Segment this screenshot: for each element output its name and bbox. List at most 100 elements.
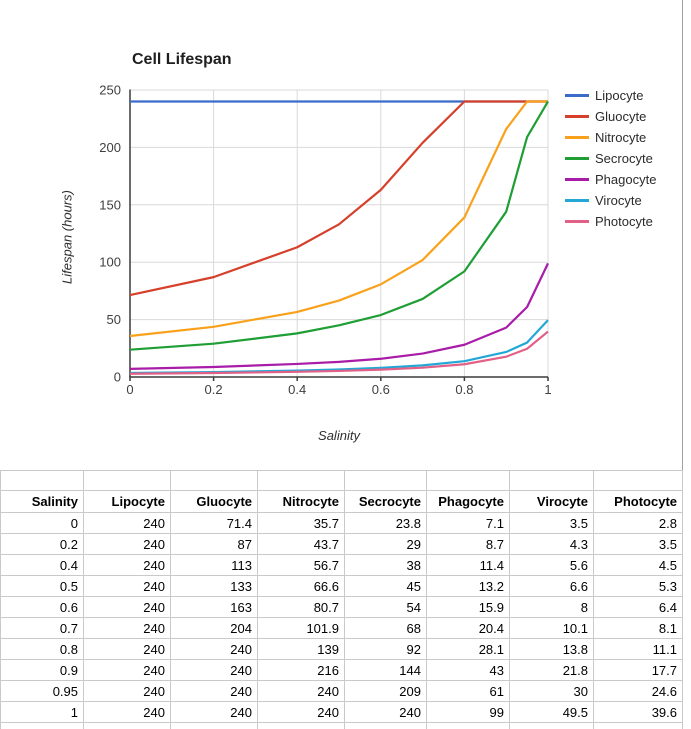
table-cell[interactable]: 61 [426,680,510,702]
table-cell[interactable]: 13.8 [509,638,594,660]
table-cell[interactable]: 80.7 [257,596,345,618]
table-cell[interactable]: 240 [83,533,171,555]
column-header-photocyte[interactable]: Photocyte [593,490,683,513]
table-cell[interactable]: 4.3 [509,533,594,555]
table-cell[interactable]: 240 [83,680,171,702]
table-cell[interactable]: 0.2 [0,533,84,555]
empty-cell[interactable] [344,722,427,729]
table-cell[interactable]: 216 [257,659,345,681]
table-cell[interactable]: 4.5 [593,554,683,576]
table-cell[interactable]: 66.6 [257,575,345,597]
table-cell[interactable]: 0.5 [0,575,84,597]
column-header-secrocyte[interactable]: Secrocyte [344,490,427,513]
table-cell[interactable]: 21.8 [509,659,594,681]
table-cell[interactable]: 43 [426,659,510,681]
empty-cell[interactable] [426,722,510,729]
table-cell[interactable]: 24.6 [593,680,683,702]
empty-cell[interactable] [83,470,171,491]
empty-cell[interactable] [344,470,427,491]
table-cell[interactable]: 29 [344,533,427,555]
table-cell[interactable]: 3.5 [509,512,594,534]
table-cell[interactable]: 6.6 [509,575,594,597]
cell-lifespan-chart[interactable]: Cell Lifespan Lifespan (hours) 0 50 100 150… [0,0,691,470]
table-cell[interactable]: 240 [170,680,258,702]
table-cell[interactable]: 0.9 [0,659,84,681]
table-cell[interactable]: 8.7 [426,533,510,555]
table-cell[interactable]: 139 [257,638,345,660]
table-cell[interactable]: 240 [170,659,258,681]
column-header-phagocyte[interactable]: Phagocyte [426,490,510,513]
table-cell[interactable]: 30 [509,680,594,702]
table-cell[interactable]: 0.95 [0,680,84,702]
table-cell[interactable]: 240 [83,659,171,681]
table-cell[interactable]: 68 [344,617,427,639]
table-cell[interactable]: 17.7 [593,659,683,681]
table-cell[interactable]: 240 [257,701,345,723]
table-cell[interactable]: 5.6 [509,554,594,576]
table-cell[interactable]: 240 [83,701,171,723]
table-cell[interactable]: 87 [170,533,258,555]
empty-cell[interactable] [509,722,594,729]
empty-cell[interactable] [426,470,510,491]
table-cell[interactable]: 11.1 [593,638,683,660]
table-cell[interactable]: 45 [344,575,427,597]
table-cell[interactable]: 71.4 [170,512,258,534]
column-header-nitrocyte[interactable]: Nitrocyte [257,490,345,513]
table-cell[interactable]: 133 [170,575,258,597]
table-cell[interactable]: 13.2 [426,575,510,597]
table-cell[interactable]: 39.6 [593,701,683,723]
table-cell[interactable]: 240 [83,617,171,639]
table-cell[interactable]: 209 [344,680,427,702]
table-cell[interactable]: 35.7 [257,512,345,534]
empty-cell[interactable] [83,722,171,729]
table-cell[interactable]: 20.4 [426,617,510,639]
table-cell[interactable]: 2.8 [593,512,683,534]
table-cell[interactable]: 113 [170,554,258,576]
table-cell[interactable]: 144 [344,659,427,681]
column-header-lipocyte[interactable]: Lipocyte [83,490,171,513]
column-header-salinity[interactable]: Salinity [0,490,84,513]
table-cell[interactable]: 240 [170,638,258,660]
empty-cell[interactable] [170,722,258,729]
table-cell[interactable]: 6.4 [593,596,683,618]
table-cell[interactable]: 204 [170,617,258,639]
column-header-virocyte[interactable]: Virocyte [509,490,594,513]
table-cell[interactable]: 28.1 [426,638,510,660]
empty-cell[interactable] [170,470,258,491]
table-cell[interactable]: 49.5 [509,701,594,723]
table-cell[interactable]: 23.8 [344,512,427,534]
table-cell[interactable]: 56.7 [257,554,345,576]
empty-cell[interactable] [509,470,594,491]
table-cell[interactable]: 8.1 [593,617,683,639]
table-cell[interactable]: 99 [426,701,510,723]
table-cell[interactable]: 38 [344,554,427,576]
table-cell[interactable]: 8 [509,596,594,618]
table-cell[interactable]: 163 [170,596,258,618]
table-cell[interactable]: 92 [344,638,427,660]
table-cell[interactable]: 0.7 [0,617,84,639]
empty-cell[interactable] [257,470,345,491]
table-cell[interactable]: 11.4 [426,554,510,576]
table-cell[interactable]: 15.9 [426,596,510,618]
empty-cell[interactable] [0,470,84,491]
table-cell[interactable]: 7.1 [426,512,510,534]
empty-cell[interactable] [0,722,84,729]
empty-cell[interactable] [593,470,683,491]
table-cell[interactable]: 0.6 [0,596,84,618]
table-cell[interactable]: 240 [83,638,171,660]
table-cell[interactable]: 240 [83,554,171,576]
table-cell[interactable]: 54 [344,596,427,618]
table-cell[interactable]: 240 [83,512,171,534]
table-cell[interactable]: 240 [170,701,258,723]
table-cell[interactable]: 240 [83,596,171,618]
table-cell[interactable]: 0.8 [0,638,84,660]
table-cell[interactable]: 5.3 [593,575,683,597]
table-cell[interactable]: 1 [0,701,84,723]
table-cell[interactable]: 0 [0,512,84,534]
column-header-gluocyte[interactable]: Gluocyte [170,490,258,513]
table-cell[interactable]: 0.4 [0,554,84,576]
empty-cell[interactable] [257,722,345,729]
empty-cell[interactable] [593,722,683,729]
table-cell[interactable]: 101.9 [257,617,345,639]
table-cell[interactable]: 10.1 [509,617,594,639]
